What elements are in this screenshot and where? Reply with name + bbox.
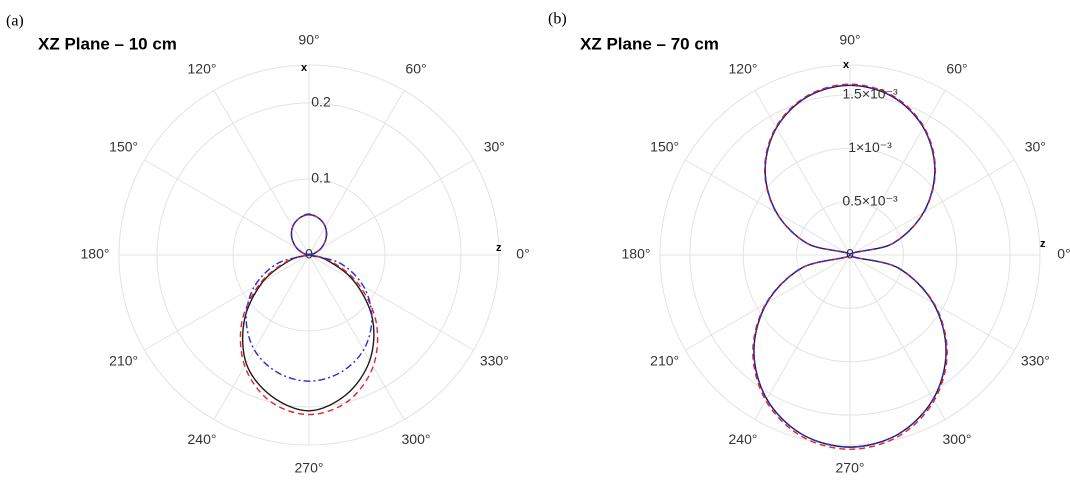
angle-label: 210° (109, 353, 138, 369)
angle-label: 300° (402, 431, 431, 447)
spoke-grid-line (308, 90, 405, 256)
panel-label: (b) (548, 11, 567, 28)
angle-label: 240° (729, 431, 758, 447)
ring-grid-line (689, 94, 1011, 416)
x-axis-label: x (843, 59, 850, 71)
radius-tick-label: 0 (305, 246, 313, 262)
angle-label: 60° (946, 60, 967, 76)
angle-label: 30° (484, 139, 505, 155)
angle-label: 180° (622, 246, 651, 262)
outer-ring (118, 64, 500, 446)
angle-label: 270° (836, 460, 865, 476)
radius-tick-label: 0.5×10⁻³ (842, 192, 898, 208)
outer-ring (659, 64, 1041, 446)
radius-tick-label: 1×10⁻³ (848, 139, 892, 155)
ring-grid-line (796, 201, 904, 309)
angle-label: 210° (650, 353, 679, 369)
spoke-grid-line (144, 159, 310, 256)
spoke-grid-line (754, 254, 851, 420)
angle-label: 0° (1057, 246, 1070, 262)
ring-grid-line (156, 102, 462, 408)
radius-tick-label: 0 (846, 246, 854, 262)
spoke-grid-line (213, 254, 310, 420)
angle-label: 0° (516, 246, 529, 262)
polar-chart: 0° 30° 60° 90° 120° 150° 180° 210° 240° 270° 300° 3… (548, 11, 1070, 476)
angle-label: 240° (188, 431, 217, 447)
chart-title: XZ Plane – 70 cm (580, 34, 719, 53)
angle-label: 150° (650, 139, 679, 155)
spoke-grid-line (849, 159, 1015, 256)
polar-chart: 0° 30° 60° 90° 120° 150° 180° 210° 240° 270° 300° 3… (6, 13, 530, 476)
angle-label: 330° (1021, 353, 1050, 369)
spoke-grid-line (685, 159, 851, 256)
z-axis-label: z (1040, 238, 1046, 250)
angle-label: 60° (405, 60, 426, 76)
angle-label: 90° (298, 32, 319, 48)
spoke-grid-line (754, 90, 851, 256)
ring-grid-line (742, 147, 958, 363)
angle-label: 180° (81, 246, 110, 262)
series-line (753, 84, 947, 448)
spoke-grid-line (144, 254, 310, 351)
spoke-grid-line (308, 254, 474, 351)
panel-label: (a) (6, 13, 24, 30)
angle-label: 330° (480, 353, 509, 369)
ring-grid-line (232, 178, 386, 332)
series-line (245, 213, 373, 382)
spoke-grid-line (308, 159, 474, 256)
spoke-grid-line (849, 90, 946, 256)
spoke-grid-line (849, 254, 946, 420)
angle-label: 270° (295, 460, 324, 476)
angle-label: 30° (1025, 139, 1046, 155)
angle-label: 120° (729, 60, 758, 76)
radius-tick-label: 1.5×10⁻³ (842, 86, 898, 102)
angle-label: 150° (109, 139, 138, 155)
spoke-grid-line (213, 90, 310, 256)
spoke-grid-line (308, 254, 405, 420)
chart-title: XZ Plane – 10 cm (38, 34, 177, 53)
z-axis-label: z (496, 242, 502, 254)
radius-tick-label: 0.2 (311, 94, 331, 110)
x-axis-label: x (301, 62, 308, 74)
radius-tick-label: 0.1 (311, 170, 331, 186)
angle-label: 120° (188, 60, 217, 76)
angle-label: 300° (943, 431, 972, 447)
angle-label: 90° (839, 32, 860, 48)
